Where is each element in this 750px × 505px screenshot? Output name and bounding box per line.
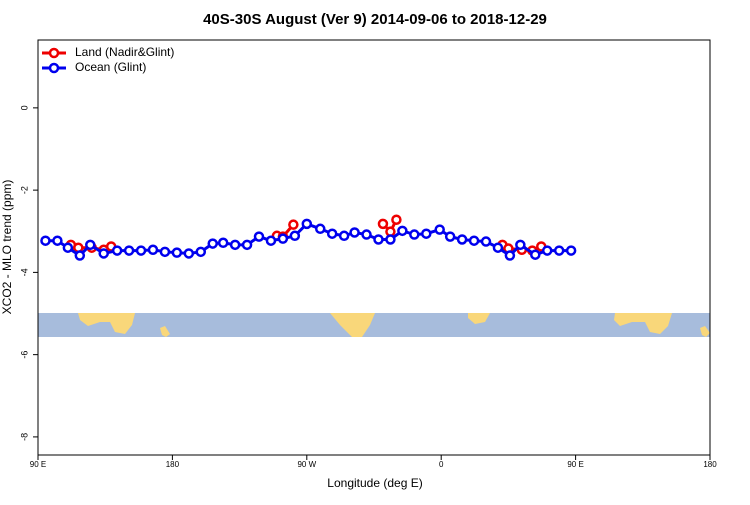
point <box>265 235 277 246</box>
point <box>377 218 389 230</box>
x-tick-label: 90 E <box>567 460 583 469</box>
point <box>301 218 313 230</box>
y-tick-label: 0 <box>19 105 29 110</box>
legend-marker <box>48 62 60 74</box>
point <box>391 214 402 225</box>
point <box>147 244 159 256</box>
point <box>553 245 565 256</box>
point <box>241 239 253 251</box>
point <box>74 250 86 261</box>
point <box>361 229 372 240</box>
x-axis-label: Longitude (deg E) <box>327 476 422 490</box>
point <box>111 245 123 256</box>
point <box>326 228 338 239</box>
point <box>314 223 326 235</box>
point <box>349 227 360 238</box>
point <box>217 237 229 249</box>
point <box>171 247 183 258</box>
point <box>373 234 384 245</box>
y-tick-label: -8 <box>19 433 29 441</box>
point <box>530 249 541 260</box>
point <box>229 239 241 251</box>
point <box>62 242 74 253</box>
x-tick-label: 180 <box>166 460 180 469</box>
point <box>541 245 553 256</box>
point <box>515 239 526 251</box>
point <box>421 228 432 239</box>
point <box>288 219 299 230</box>
point <box>98 248 109 259</box>
legend-marker <box>48 47 60 59</box>
legend-label: Land (Nadir&Glint) <box>75 45 174 59</box>
point <box>434 224 445 235</box>
x-tick-label: 0 <box>439 460 444 469</box>
chart-title: 40S-30S August (Ver 9) 2014-09-06 to 201… <box>203 11 547 28</box>
point <box>123 245 135 256</box>
legend-label: Ocean (Glint) <box>75 60 146 74</box>
point <box>480 236 492 247</box>
y-tick-label: -4 <box>19 268 29 276</box>
y-axis-label: XCO2 - MLO trend (ppm) <box>0 180 14 315</box>
point <box>565 245 577 256</box>
point <box>207 238 218 249</box>
point <box>85 239 96 251</box>
point <box>492 242 504 253</box>
point <box>277 233 289 244</box>
point <box>135 245 147 256</box>
x-tick-label: 180 <box>703 460 717 469</box>
point <box>40 235 51 246</box>
y-tick-label: -6 <box>19 351 29 359</box>
point <box>456 234 468 245</box>
y-tick-label: -2 <box>19 186 29 194</box>
point <box>468 235 480 246</box>
point <box>183 248 195 259</box>
point <box>385 234 396 245</box>
x-tick-label: 90 W <box>297 460 316 469</box>
point <box>52 235 63 246</box>
point <box>409 229 420 240</box>
x-tick-label: 90 E <box>30 460 46 469</box>
point <box>253 231 265 242</box>
point <box>195 246 207 258</box>
point <box>289 230 301 242</box>
point <box>397 225 408 237</box>
plot-frame <box>37 39 711 456</box>
point <box>504 250 516 261</box>
point <box>159 246 171 258</box>
point <box>338 230 350 242</box>
point <box>444 231 456 242</box>
map-strip <box>38 313 710 337</box>
